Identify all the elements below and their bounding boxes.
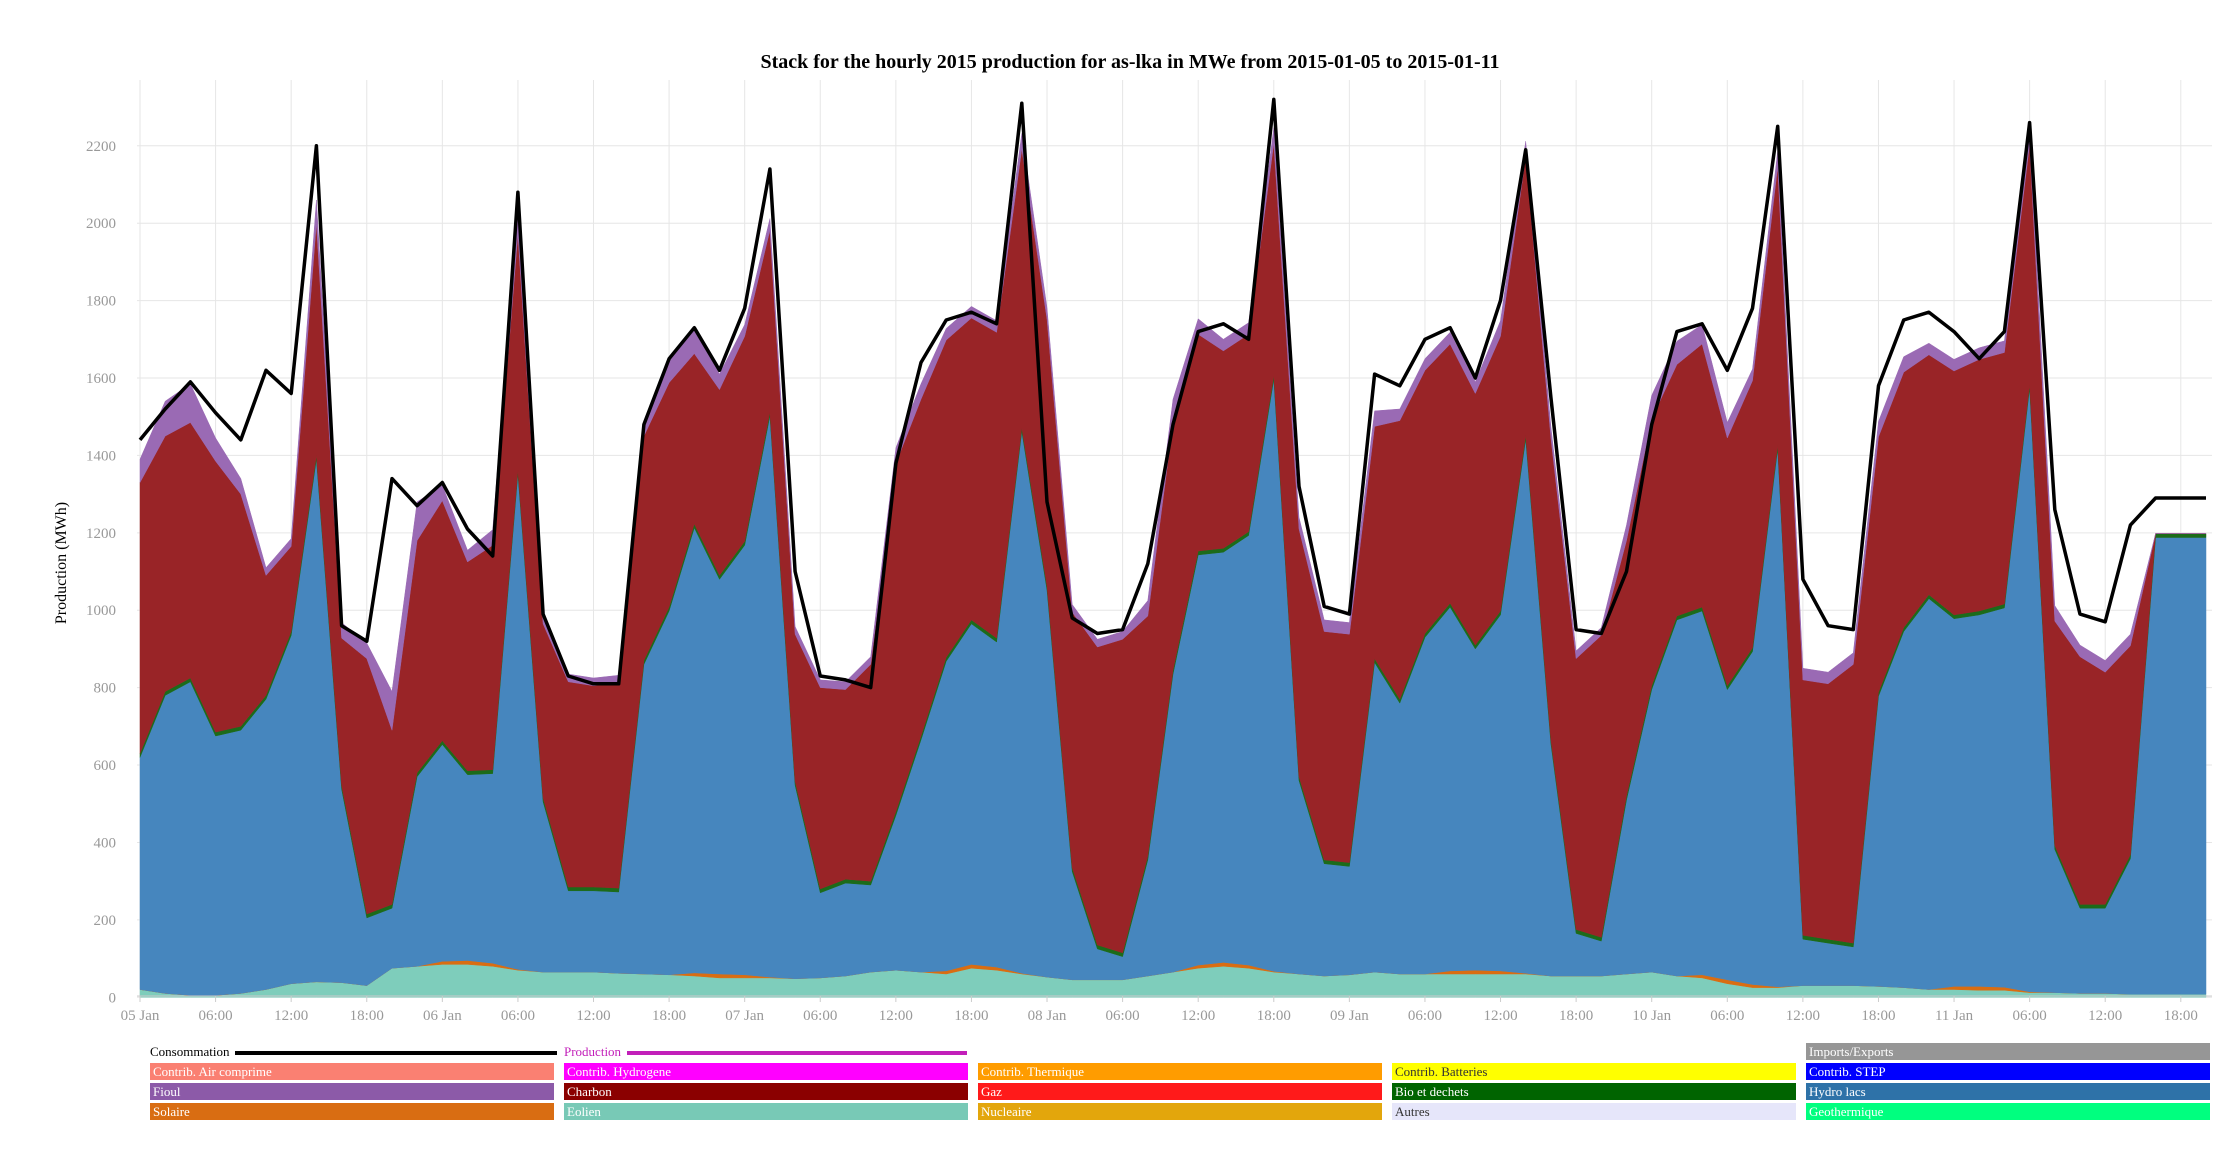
legend-item-eolien[interactable]: Eolien [564, 1103, 968, 1120]
y-axis-label: Production (MWh) [53, 502, 70, 624]
y-tick-label-6: 1200 [86, 526, 116, 542]
area-fioul [139, 124, 2206, 731]
y-tick-label-7: 1400 [86, 448, 116, 464]
legend-item-gaz[interactable]: Gaz [978, 1083, 1382, 1100]
x-tick-label-20: 10 Jan [1632, 1008, 1671, 1024]
x-tick-label-11: 18:00 [954, 1008, 988, 1024]
legend-label: Production [564, 1044, 622, 1059]
x-tick-label-13: 06:00 [1106, 1008, 1140, 1024]
consumption-line [138, 97, 2206, 690]
legend-label: Consommation [150, 1044, 230, 1059]
legend-label: Bio et dechets [1395, 1084, 1469, 1099]
legend-item-bio-et-dechets[interactable]: Bio et dechets [1392, 1083, 1796, 1100]
y-tick-label-11: 2200 [86, 139, 116, 155]
x-tick-label-6: 12:00 [576, 1008, 610, 1024]
legend-item-fioul[interactable]: Fioul [150, 1083, 554, 1100]
x-tick-label-17: 06:00 [1408, 1008, 1442, 1024]
legend-label: Fioul [153, 1084, 181, 1099]
legend-item-imports-exports[interactable]: Imports/Exports [1806, 1043, 2210, 1060]
legend-label: Solaire [153, 1104, 190, 1119]
y-tick-label-1: 200 [94, 913, 117, 929]
x-tick-label-16: 09 Jan [1330, 1008, 1369, 1024]
legend-swatch-line [627, 1051, 968, 1056]
x-tick-label-12: 08 Jan [1028, 1008, 1067, 1024]
y-axis-ticks: 0 200 400 600 800 1000 1200 1400 1600 1800 2000 220… [86, 139, 116, 1006]
x-tick-label-0: 05 Jan [121, 1008, 160, 1024]
legend-item-contrib-batteries[interactable]: Contrib. Batteries [1392, 1063, 1796, 1080]
legend-label: Hydro lacs [1809, 1084, 1866, 1099]
legend-label: Contrib. STEP [1809, 1064, 1886, 1079]
legend-item-hydro-lacs[interactable]: Hydro lacs [1806, 1083, 2210, 1100]
legend-swatch-line [235, 1051, 558, 1056]
x-tick-label-25: 06:00 [2013, 1008, 2047, 1024]
legend-item-contrib-hydrogene[interactable]: Contrib. Hydrogene [564, 1063, 968, 1080]
x-tick-label-18: 12:00 [1483, 1008, 1517, 1024]
x-tick-label-27: 18:00 [2164, 1008, 2198, 1024]
legend-item-autres[interactable]: Autres [1392, 1103, 1796, 1120]
y-tick-label-10: 2000 [86, 216, 116, 232]
legend-label: Contrib. Air comprime [153, 1064, 272, 1079]
y-tick-label-2: 400 [94, 835, 117, 851]
y-tick-label-3: 600 [94, 758, 117, 774]
x-tick-label-21: 06:00 [1710, 1008, 1744, 1024]
y-tick-label-0: 0 [109, 990, 117, 1006]
y-tick-label-8: 1600 [86, 371, 116, 387]
legend-label: Nucleaire [981, 1104, 1032, 1119]
x-tick-label-24: 11 Jan [1935, 1008, 1974, 1024]
x-tick-label-8: 07 Jan [725, 1008, 764, 1024]
x-tick-label-9: 06:00 [803, 1008, 837, 1024]
x-tick-label-15: 18:00 [1257, 1008, 1291, 1024]
x-axis-ticks: 05 Jan 06:00 12:00 18:00 06 Jan 06:00 12:00 18:… [121, 996, 2198, 1024]
x-tick-label-4: 06 Jan [423, 1008, 462, 1024]
x-tick-label-14: 12:00 [1181, 1008, 1215, 1024]
x-tick-label-5: 06:00 [501, 1008, 535, 1024]
legend-label: Contrib. Batteries [1395, 1064, 1488, 1079]
legend-item-production[interactable]: Production [564, 1043, 968, 1060]
x-tick-label-7: 18:00 [652, 1008, 686, 1024]
legend-label: Charbon [567, 1084, 612, 1099]
legend-item-contrib-step[interactable]: Contrib. STEP [1806, 1063, 2210, 1080]
legend-item-consommation[interactable]: Consommation [150, 1043, 558, 1060]
legend-label: Imports/Exports [1809, 1044, 1894, 1059]
y-tick-label-9: 1800 [86, 294, 116, 310]
legend-label: Eolien [567, 1104, 601, 1119]
legend-label: Contrib. Hydrogene [567, 1064, 671, 1079]
legend-item-contrib-thermique[interactable]: Contrib. Thermique [978, 1063, 1382, 1080]
x-tick-label-3: 18:00 [350, 1008, 384, 1024]
x-tick-label-22: 12:00 [1786, 1008, 1820, 1024]
series-areas [139, 124, 2207, 998]
y-tick-label-5: 1000 [86, 603, 116, 619]
legend-label: Geothermique [1809, 1104, 1884, 1119]
consumption-line-group [138, 97, 2206, 690]
legend-label: Gaz [981, 1084, 1002, 1099]
legend-label: Contrib. Thermique [981, 1064, 1085, 1079]
x-tick-label-1: 06:00 [198, 1008, 232, 1024]
legend-label: Autres [1395, 1104, 1430, 1119]
legend-item-nucleaire[interactable]: Nucleaire [978, 1103, 1382, 1120]
x-tick-label-23: 18:00 [1861, 1008, 1895, 1024]
legend-item-charbon[interactable]: Charbon [564, 1083, 968, 1100]
legend-item-geothermique[interactable]: Geothermique [1806, 1103, 2210, 1120]
x-tick-label-10: 12:00 [879, 1008, 913, 1024]
x-tick-label-2: 12:00 [274, 1008, 308, 1024]
legend-item-contrib-air-comprime[interactable]: Contrib. Air comprime [150, 1063, 554, 1080]
y-tick-label-4: 800 [94, 681, 117, 697]
x-tick-label-26: 12:00 [2088, 1008, 2122, 1024]
legend-item-solaire[interactable]: Solaire [150, 1103, 554, 1120]
x-tick-label-19: 18:00 [1559, 1008, 1593, 1024]
chart-title: Stack for the hourly 2015 production for… [760, 51, 1499, 73]
